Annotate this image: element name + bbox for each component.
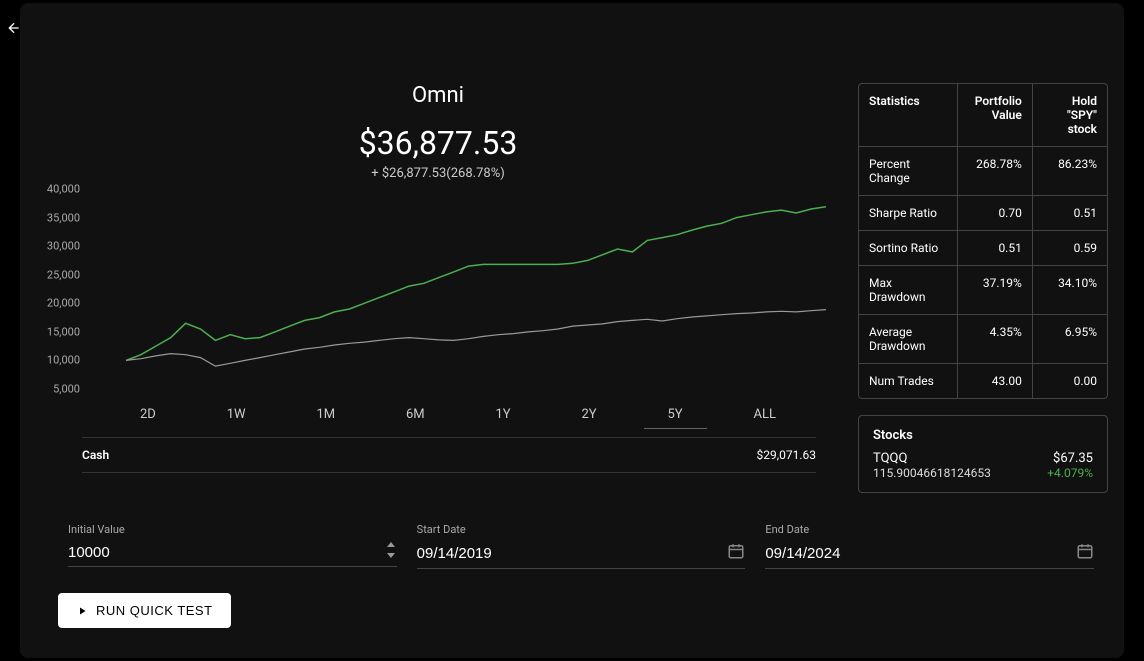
stat-portfolio-value: 43.00 bbox=[957, 364, 1032, 398]
calendar-icon[interactable] bbox=[1076, 542, 1094, 564]
stats-row: Max Drawdown37.19%34.10% bbox=[859, 266, 1107, 315]
stat-label: Sharpe Ratio bbox=[859, 196, 957, 231]
main-panel: Omni $36,877.53 + $26,877.53(268.78%) 5,… bbox=[20, 3, 1124, 658]
stat-portfolio-value: 0.51 bbox=[957, 231, 1032, 266]
stat-benchmark-value: 6.95% bbox=[1032, 315, 1107, 364]
stock-price: $67.35 bbox=[1053, 451, 1093, 466]
stat-portfolio-value: 37.19% bbox=[957, 266, 1032, 315]
y-tick-label: 40,000 bbox=[40, 183, 80, 196]
play-icon bbox=[76, 605, 88, 617]
stats-header-benchmark: Hold "SPY" stock bbox=[1032, 84, 1107, 147]
stats-header-row: Statistics Portfolio Value Hold "SPY" st… bbox=[859, 84, 1107, 147]
stat-label: Num Trades bbox=[859, 364, 957, 398]
stat-label: Percent Change bbox=[859, 147, 957, 196]
stock-symbol: TQQQ bbox=[873, 451, 907, 466]
stat-benchmark-value: 0.59 bbox=[1032, 231, 1107, 266]
stock-change: +4.079% bbox=[1047, 466, 1093, 480]
stat-portfolio-value: 4.35% bbox=[957, 315, 1032, 364]
stats-row: Sharpe Ratio0.700.51 bbox=[859, 196, 1107, 231]
run-button-label: RUN QUICK TEST bbox=[96, 603, 213, 618]
stat-portfolio-value: 268.78% bbox=[957, 147, 1032, 196]
stats-row: Average Drawdown4.35%6.95% bbox=[859, 315, 1107, 364]
end-date-input[interactable] bbox=[765, 545, 1076, 562]
stat-benchmark-value: 86.23% bbox=[1032, 147, 1107, 196]
y-tick-label: 30,000 bbox=[40, 240, 80, 253]
stats-row: Percent Change268.78%86.23% bbox=[859, 147, 1107, 196]
chart-line-benchmark bbox=[126, 310, 826, 367]
end-date-group: End Date bbox=[765, 523, 1094, 569]
time-range-tabs: 2D 1W 1M 6M 1Y 2Y 5Y ALL bbox=[36, 401, 840, 429]
initial-value-input[interactable] bbox=[68, 544, 385, 561]
line-chart bbox=[36, 189, 826, 389]
time-tab-6m[interactable]: 6M bbox=[382, 401, 449, 429]
stepper-icon[interactable] bbox=[385, 542, 397, 562]
stats-panel: Statistics Portfolio Value Hold "SPY" st… bbox=[858, 83, 1108, 493]
cash-row: Cash $29,071.63 bbox=[82, 437, 816, 473]
stat-benchmark-value: 34.10% bbox=[1032, 266, 1107, 315]
start-date-label: Start Date bbox=[417, 523, 746, 536]
start-date-group: Start Date bbox=[417, 523, 746, 569]
y-tick-label: 35,000 bbox=[40, 211, 80, 224]
stat-label: Average Drawdown bbox=[859, 315, 957, 364]
run-quick-test-button[interactable]: RUN QUICK TEST bbox=[58, 593, 231, 628]
stats-header-portfolio: Portfolio Value bbox=[957, 84, 1032, 147]
end-date-label: End Date bbox=[765, 523, 1094, 536]
cash-label: Cash bbox=[82, 448, 109, 462]
chart-section: Omni $36,877.53 + $26,877.53(268.78%) 5,… bbox=[36, 83, 840, 493]
stats-row: Sortino Ratio0.510.59 bbox=[859, 231, 1107, 266]
time-tab-2d[interactable]: 2D bbox=[116, 401, 180, 429]
stock-shares: 115.90046618124653 bbox=[873, 466, 991, 480]
initial-value-group: Initial Value bbox=[68, 523, 397, 569]
start-date-input[interactable] bbox=[417, 545, 728, 562]
stats-header-label: Statistics bbox=[859, 84, 957, 147]
portfolio-change: + $26,877.53(268.78%) bbox=[36, 166, 840, 181]
stat-label: Max Drawdown bbox=[859, 266, 957, 315]
stats-table: Statistics Portfolio Value Hold "SPY" st… bbox=[858, 83, 1108, 399]
input-row: Initial Value Start Date End bbox=[36, 523, 1108, 569]
time-tab-1y[interactable]: 1Y bbox=[472, 401, 535, 429]
stat-benchmark-value: 0.00 bbox=[1032, 364, 1107, 398]
initial-value-label: Initial Value bbox=[68, 523, 397, 536]
portfolio-value: $36,877.53 bbox=[36, 124, 840, 162]
stat-portfolio-value: 0.70 bbox=[957, 196, 1032, 231]
stat-benchmark-value: 0.51 bbox=[1032, 196, 1107, 231]
stocks-card: Stocks TQQQ $67.35 115.90046618124653 +4.07… bbox=[858, 415, 1108, 493]
y-tick-label: 10,000 bbox=[40, 354, 80, 367]
stat-label: Sortino Ratio bbox=[859, 231, 957, 266]
time-tab-5y[interactable]: 5Y bbox=[644, 401, 707, 429]
y-tick-label: 25,000 bbox=[40, 268, 80, 281]
cash-value: $29,071.63 bbox=[757, 448, 816, 462]
time-tab-1m[interactable]: 1M bbox=[292, 401, 359, 429]
calendar-icon[interactable] bbox=[727, 542, 745, 564]
y-tick-label: 5,000 bbox=[40, 383, 80, 396]
stats-row: Num Trades43.000.00 bbox=[859, 364, 1107, 398]
time-tab-2y[interactable]: 2Y bbox=[558, 401, 621, 429]
y-tick-label: 15,000 bbox=[40, 325, 80, 338]
time-tab-all[interactable]: ALL bbox=[730, 401, 800, 429]
time-tab-1w[interactable]: 1W bbox=[203, 401, 270, 429]
y-tick-label: 20,000 bbox=[40, 297, 80, 310]
chart-container: 5,00010,00015,00020,00025,00030,00035,00… bbox=[36, 189, 840, 389]
stock-item[interactable]: TQQQ $67.35 115.90046618124653 +4.079% bbox=[873, 451, 1093, 480]
stocks-title: Stocks bbox=[873, 428, 1093, 443]
portfolio-name: Omni bbox=[36, 83, 840, 108]
